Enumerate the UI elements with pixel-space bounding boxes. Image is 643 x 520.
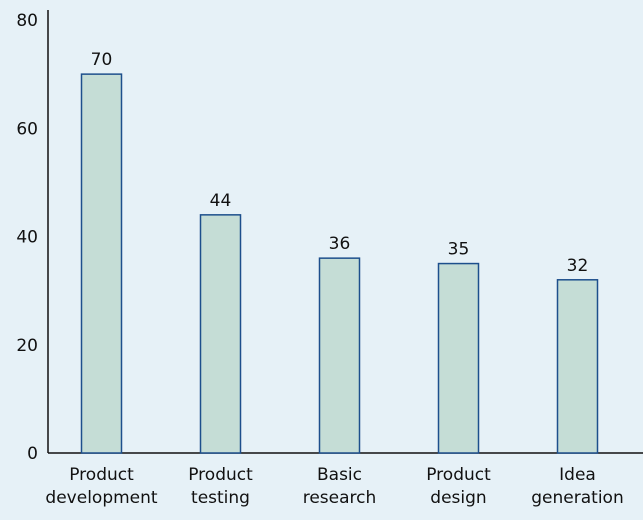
- bar: [199, 214, 242, 454]
- y-tick-label: 60: [16, 119, 38, 139]
- y-tick-label: 0: [27, 444, 38, 464]
- y-tick-label: 80: [16, 11, 38, 31]
- y-tick-label: 20: [16, 336, 38, 356]
- bar: [556, 279, 599, 454]
- category-label: development: [45, 488, 157, 508]
- bar: [437, 262, 480, 454]
- bar: [80, 73, 123, 454]
- data-labels: 70 44 36 35 32: [91, 50, 589, 276]
- y-axis: 0 20 40 60 80: [16, 10, 49, 464]
- category-label: Product: [188, 465, 253, 485]
- bar: [318, 257, 361, 454]
- data-label: 70: [91, 50, 113, 70]
- data-label: 35: [448, 240, 470, 260]
- category-label: design: [430, 488, 486, 508]
- data-label: 36: [329, 234, 351, 254]
- category-label: generation: [531, 488, 623, 508]
- category-label: research: [303, 488, 377, 508]
- bars: [80, 73, 599, 454]
- data-label: 44: [210, 191, 232, 211]
- category-label: Product: [69, 465, 134, 485]
- category-label: Idea: [559, 465, 596, 485]
- data-label: 32: [567, 256, 589, 276]
- category-label: Basic: [317, 465, 362, 485]
- category-label: Product: [426, 465, 491, 485]
- y-tick-label: 40: [16, 228, 38, 248]
- category-labels: Product development Product testing Basic res…: [45, 465, 623, 508]
- category-label: testing: [191, 488, 250, 508]
